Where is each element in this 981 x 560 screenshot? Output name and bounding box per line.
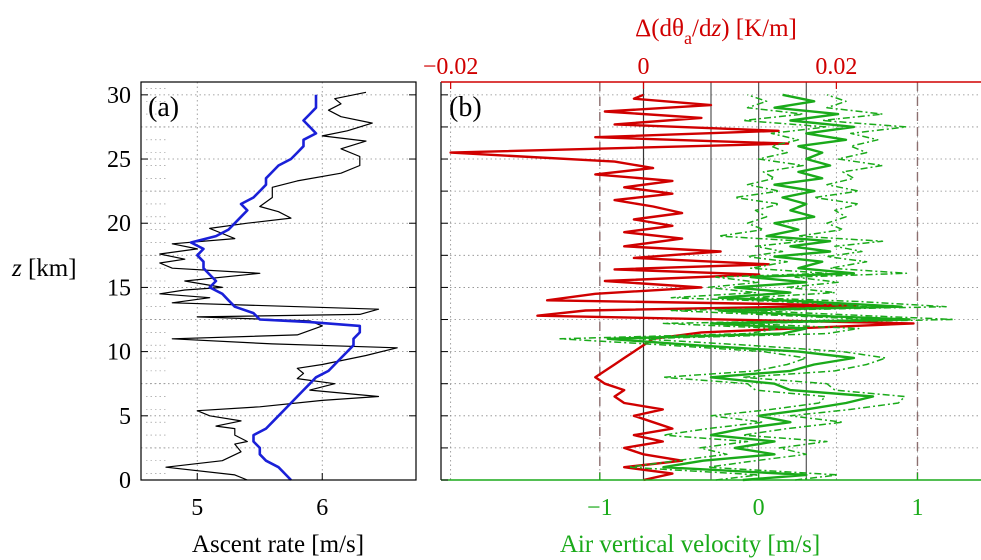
panel-b-green-envelope bbox=[638, 94, 955, 481]
panel-b-red-line bbox=[449, 93, 915, 482]
panel-b-top-tick-label: 0 bbox=[638, 54, 650, 80]
panel-a-xlabel: Ascent rate [m/s] bbox=[192, 531, 364, 558]
panel-b-series bbox=[449, 93, 955, 482]
panel-a-xtick-label: 5 bbox=[191, 495, 203, 521]
top-label-unit: ) [K/m] bbox=[721, 15, 797, 42]
panel-b-xtick-label: 1 bbox=[911, 495, 923, 521]
panel-a-xtick-label: 6 bbox=[316, 495, 328, 521]
panel-a-ylabel-var: z bbox=[11, 255, 22, 282]
panel-b-green-line bbox=[606, 93, 911, 482]
top-label-var: z bbox=[710, 15, 721, 42]
panel-a-ytick-label: 20 bbox=[107, 211, 131, 237]
panel-a-ticks: 5 6 0 5 10 15 20 25 30 bbox=[107, 83, 416, 521]
top-label-part1: Δ(dθ bbox=[635, 15, 684, 42]
panel-a-ytick-label: 0 bbox=[119, 468, 131, 494]
panel-b-xtick-label: 0 bbox=[753, 495, 765, 521]
panel-a-ytick-label: 30 bbox=[107, 83, 131, 109]
panel-b-green-envelope bbox=[559, 94, 876, 481]
panel-a-ylabel-unit: [km] bbox=[22, 255, 77, 282]
panel-b-top-tick-label: 0.02 bbox=[815, 54, 857, 80]
panel-b-top-tick-label: −0.02 bbox=[423, 54, 479, 80]
panel-a-ytick-label: 15 bbox=[107, 275, 131, 301]
panel-b-label: (b) bbox=[449, 92, 482, 123]
panel-a-mean-line bbox=[189, 94, 362, 481]
panel-a: 5 6 0 5 10 15 20 25 30 (a) Ascent rate [m/s] z [… bbox=[11, 81, 417, 558]
top-label-part2: /d bbox=[692, 15, 712, 42]
panel-a-label: (a) bbox=[148, 92, 179, 123]
top-label-sub: a bbox=[684, 28, 692, 48]
panel-a-ytick-label: 25 bbox=[107, 147, 131, 173]
panel-a-raw-line bbox=[159, 91, 398, 481]
panel-a-frame bbox=[140, 81, 417, 481]
panel-b-xlabel: Air vertical velocity [m/s] bbox=[560, 531, 820, 558]
panel-b-xtick-label: −1 bbox=[587, 495, 613, 521]
panel-a-grid bbox=[141, 82, 416, 481]
panel-b: −1 0 1 −0.02 0 0.02 (b) Air vertical velocity… bbox=[423, 15, 981, 558]
panel-a-ylabel: z [km] bbox=[11, 255, 77, 282]
panel-a-ytick-label: 10 bbox=[107, 340, 131, 366]
panel-a-series bbox=[159, 91, 398, 481]
panel-a-ytick-label: 5 bbox=[119, 404, 131, 430]
panel-b-top-label: Δ(dθa/dz) [K/m] bbox=[635, 15, 797, 48]
panel-b-ticks: −1 0 1 −0.02 0 0.02 bbox=[423, 54, 924, 521]
